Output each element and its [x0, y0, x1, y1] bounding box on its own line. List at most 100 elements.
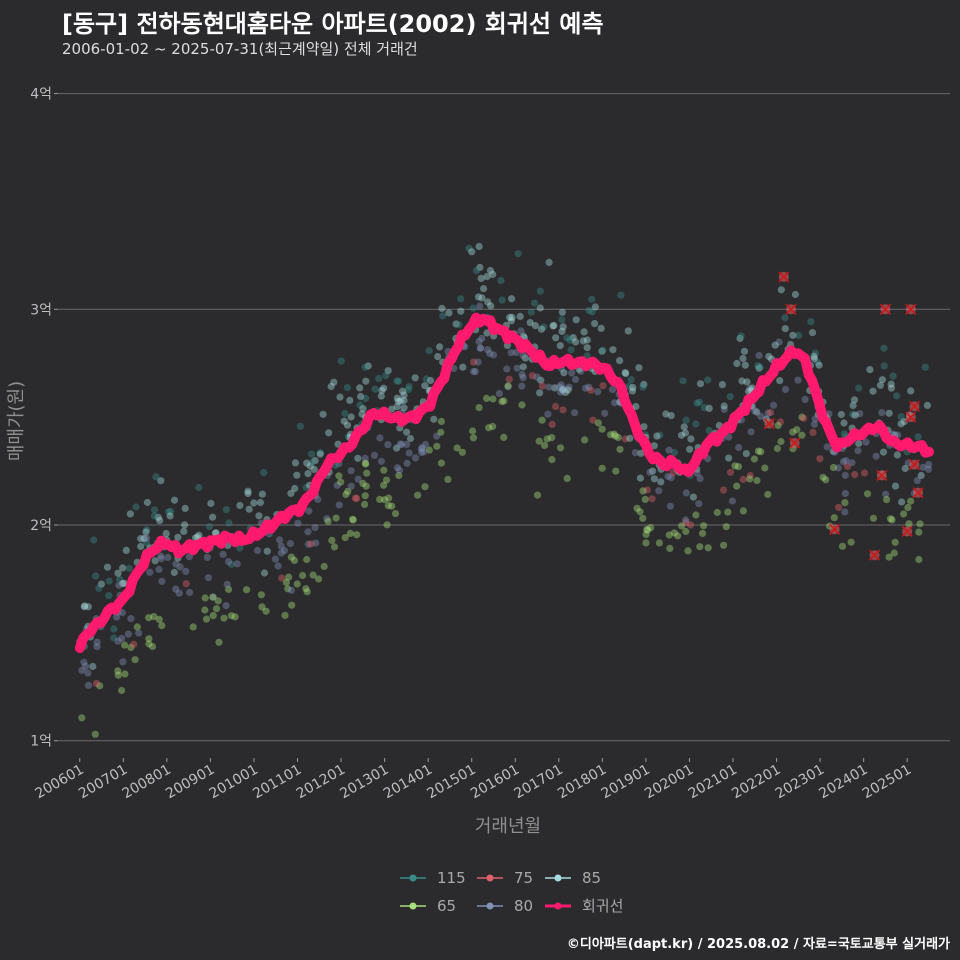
scatter-point — [307, 450, 316, 458]
scatter-point — [201, 606, 209, 614]
scatter-point — [914, 433, 922, 441]
scatter-point — [889, 372, 897, 380]
scatter-point — [137, 535, 145, 543]
scatter-point — [354, 475, 362, 483]
scatter-point — [808, 329, 817, 337]
scatter-point — [361, 492, 369, 500]
scatter-point — [81, 602, 89, 610]
scatter-point — [776, 377, 784, 385]
scatter-point — [838, 542, 847, 550]
scatter-point — [290, 556, 298, 565]
scatter-point — [556, 342, 564, 350]
scatter-point — [627, 376, 635, 384]
scatter-point — [647, 524, 655, 532]
flagged-x-mark — [908, 459, 921, 471]
scatter-point — [343, 421, 352, 429]
scatter-point — [427, 376, 435, 385]
scatter-point — [304, 470, 312, 478]
scatter-point — [84, 669, 92, 677]
scatter-point — [95, 584, 103, 593]
scatter-point — [263, 547, 271, 555]
scatter-point — [815, 361, 823, 369]
scatter-point — [629, 383, 637, 391]
scatter-point — [224, 558, 233, 566]
scatter-point — [693, 399, 701, 407]
scatter-point — [923, 401, 932, 409]
scatter-point — [609, 346, 617, 354]
scatter-point — [811, 349, 820, 357]
scatter-point — [657, 478, 665, 486]
scatter-point — [622, 370, 630, 378]
scatter-point — [115, 575, 124, 583]
scatter-point — [700, 522, 708, 530]
scatter-point — [334, 440, 342, 448]
scatter-point — [561, 388, 570, 396]
scatter-point — [545, 383, 553, 391]
scatter-point — [154, 513, 162, 521]
scatter-point — [807, 318, 815, 326]
scatter-point — [126, 510, 134, 518]
scatter-point — [640, 423, 648, 431]
scatter-point — [244, 489, 252, 498]
scatter-point — [291, 484, 299, 493]
scatter-point — [182, 580, 190, 588]
scatter-point — [346, 396, 354, 404]
scatter-point — [890, 549, 898, 557]
scatter-point — [212, 605, 221, 613]
scatter-point — [370, 451, 379, 459]
scatter-point — [666, 544, 674, 553]
scatter-point — [438, 304, 446, 312]
scatter-point — [915, 555, 923, 564]
scatter-point — [611, 399, 619, 407]
scatter-point — [103, 563, 112, 571]
scatter-point — [395, 377, 403, 385]
scatter-point — [848, 459, 856, 467]
scatter-point — [377, 457, 385, 465]
legend-label: 65 — [437, 897, 456, 915]
scatter-point — [215, 638, 223, 646]
scatter-point — [114, 637, 122, 645]
scatter-point — [393, 377, 401, 385]
scatter-point — [371, 385, 379, 393]
scatter-point — [572, 316, 580, 324]
scatter-point — [724, 508, 732, 516]
scatter-point — [195, 531, 203, 539]
scatter-point — [720, 405, 728, 413]
scatter-point — [486, 349, 494, 357]
scatter-point — [526, 319, 534, 327]
scatter-point — [607, 431, 615, 439]
scatter-point — [886, 515, 895, 523]
flagged-x-mark — [879, 303, 891, 315]
scatter-point — [296, 422, 304, 430]
legend-label: 115 — [437, 869, 466, 887]
scatter-point — [119, 658, 127, 666]
scatter-point — [485, 424, 493, 432]
scatter-point — [282, 578, 290, 587]
scatter-point — [741, 361, 749, 369]
scatter-point — [281, 611, 289, 620]
scatter-point — [433, 432, 441, 440]
scatter-point — [855, 384, 863, 392]
scatter-point — [751, 407, 759, 415]
x-tick-label: 200801 — [120, 762, 174, 803]
scatter-point — [636, 508, 644, 516]
scatter-point — [84, 681, 93, 689]
scatter-point — [869, 514, 878, 522]
scatter-point — [478, 294, 486, 302]
scatter-point — [841, 508, 849, 516]
scatter-point — [746, 475, 754, 483]
scatter-point — [686, 445, 694, 453]
scatter-point — [162, 530, 170, 538]
y-tick-label: 1억 — [30, 734, 52, 750]
scatter-point — [358, 410, 366, 418]
legend-key-dot — [409, 874, 417, 882]
scatter-point — [220, 614, 228, 622]
scatter-point — [201, 594, 209, 602]
x-tick-label: 202001 — [642, 762, 696, 803]
x-tick-label: 202201 — [729, 762, 783, 803]
scatter-point — [476, 263, 484, 271]
scatter-point — [764, 409, 772, 417]
scatter-point — [377, 392, 385, 400]
scatter-point — [340, 417, 348, 425]
